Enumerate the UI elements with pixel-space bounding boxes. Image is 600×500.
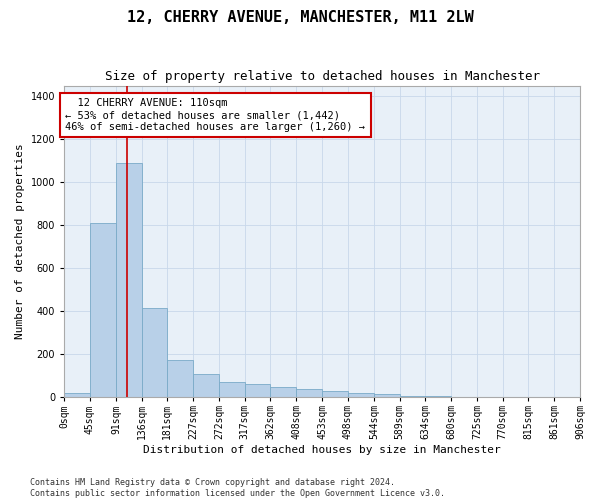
X-axis label: Distribution of detached houses by size in Manchester: Distribution of detached houses by size … (143, 445, 501, 455)
Text: Contains HM Land Registry data © Crown copyright and database right 2024.
Contai: Contains HM Land Registry data © Crown c… (30, 478, 445, 498)
Bar (193, 374, 219, 397)
Bar (245, 384, 270, 397)
Bar (167, 360, 193, 397)
Y-axis label: Number of detached properties: Number of detached properties (15, 144, 25, 340)
Bar (425, 396, 451, 397)
Bar (219, 382, 245, 397)
Bar (116, 163, 142, 397)
Bar (322, 391, 348, 397)
Text: 12, CHERRY AVENUE, MANCHESTER, M11 2LW: 12, CHERRY AVENUE, MANCHESTER, M11 2LW (127, 10, 473, 25)
Bar (374, 394, 400, 397)
Bar (142, 308, 167, 397)
Title: Size of property relative to detached houses in Manchester: Size of property relative to detached ho… (104, 70, 539, 83)
Text: 12 CHERRY AVENUE: 110sqm
← 53% of detached houses are smaller (1,442)
46% of sem: 12 CHERRY AVENUE: 110sqm ← 53% of detach… (65, 98, 365, 132)
Bar (90, 223, 116, 397)
Bar (400, 396, 425, 397)
Bar (451, 396, 477, 397)
Bar (296, 389, 322, 397)
Bar (64, 394, 90, 397)
Bar (270, 386, 296, 397)
Bar (348, 394, 374, 397)
